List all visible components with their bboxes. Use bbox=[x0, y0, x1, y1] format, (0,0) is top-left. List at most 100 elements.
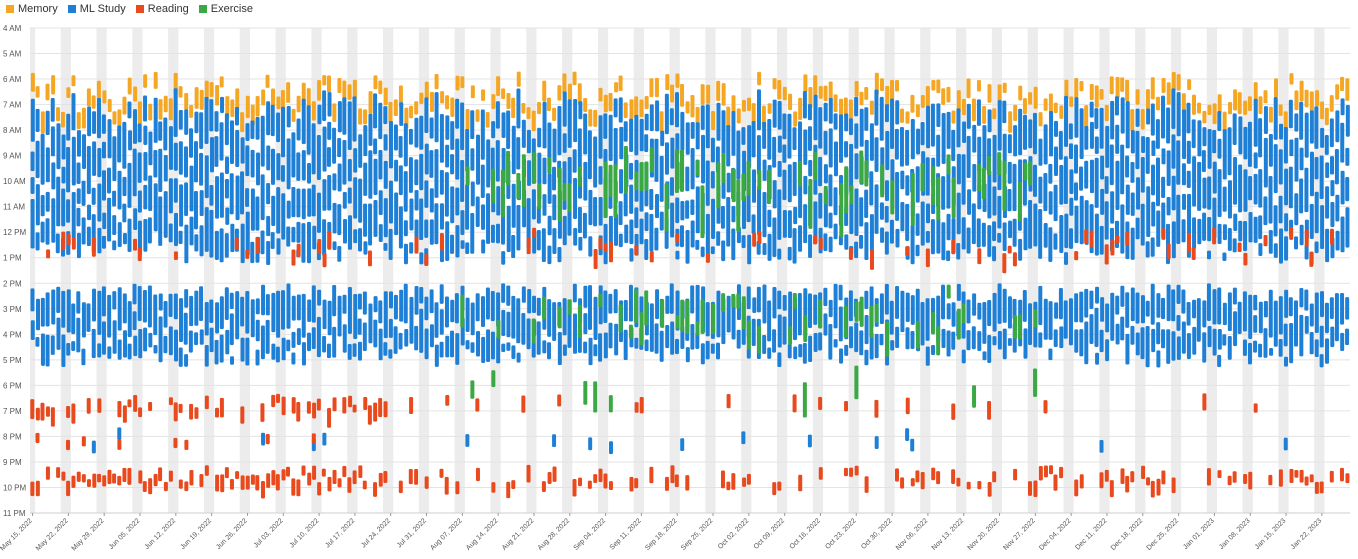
exercise-bar bbox=[516, 173, 521, 200]
legend-item-exercise[interactable]: Exercise bbox=[198, 3, 253, 15]
ml-study-bar bbox=[1053, 233, 1058, 250]
ml-study-bar bbox=[1125, 292, 1130, 328]
ml-study-bar bbox=[332, 202, 337, 234]
legend-label-reading: Reading bbox=[147, 3, 189, 15]
ml-study-bar bbox=[51, 162, 56, 190]
reading-bar bbox=[925, 248, 930, 268]
x-tick-label: Jun 12, 2022 bbox=[144, 517, 178, 551]
ml-study-bar bbox=[1007, 161, 1012, 184]
ml-study-bar bbox=[153, 183, 158, 232]
memory-bar bbox=[706, 84, 711, 104]
exercise-bar bbox=[537, 183, 542, 210]
ml-study-bar bbox=[189, 165, 194, 212]
ml-study-bar bbox=[158, 148, 163, 193]
ml-study-bar bbox=[76, 291, 81, 314]
exercise-bar bbox=[741, 296, 746, 330]
ml-study-bar bbox=[716, 290, 721, 338]
ml-study-bar bbox=[199, 225, 204, 257]
ml-study-bar bbox=[726, 172, 731, 193]
reading-bar bbox=[46, 249, 51, 259]
ml-study-bar bbox=[1325, 186, 1330, 219]
ml-study-bar bbox=[173, 293, 178, 320]
reading-bar bbox=[271, 394, 276, 408]
ml-study-bar bbox=[828, 212, 833, 229]
ml-study-bar bbox=[1064, 95, 1069, 147]
ml-study-bar bbox=[173, 88, 178, 138]
ml-study-bar bbox=[322, 299, 327, 330]
ml-study-bar bbox=[1289, 139, 1294, 157]
ml-study-bar bbox=[71, 303, 76, 335]
memory-bar bbox=[378, 80, 383, 95]
memory-bar bbox=[782, 86, 787, 101]
memory-bar bbox=[946, 86, 951, 103]
ml-study-bar bbox=[772, 217, 777, 258]
ml-study-bar bbox=[562, 91, 567, 127]
ml-study-bar bbox=[680, 438, 685, 452]
reading-bar bbox=[56, 467, 61, 478]
reading-bar bbox=[526, 237, 531, 255]
ml-study-bar bbox=[127, 218, 132, 252]
legend-item-ml-study[interactable]: ML Study bbox=[67, 3, 126, 15]
ml-study-bar bbox=[1048, 227, 1053, 262]
ml-study-bar bbox=[1217, 138, 1222, 159]
ml-study-bar bbox=[1043, 124, 1048, 165]
memory-bar bbox=[1028, 92, 1033, 105]
legend-item-memory[interactable]: Memory bbox=[6, 3, 58, 15]
ml-study-bar bbox=[936, 218, 941, 254]
ml-study-bar bbox=[741, 431, 746, 445]
ml-study-bar bbox=[173, 178, 178, 203]
ml-study-bar bbox=[1104, 201, 1109, 240]
ml-study-bar bbox=[117, 287, 122, 331]
ml-study-bar bbox=[1032, 112, 1037, 155]
ml-study-bar bbox=[1206, 283, 1211, 321]
ml-study-bar bbox=[465, 128, 470, 172]
exercise-bar bbox=[1023, 162, 1028, 181]
reading-bar bbox=[409, 396, 414, 414]
ml-study-bar bbox=[193, 191, 198, 230]
ml-study-bar bbox=[363, 203, 368, 237]
ml-study-bar bbox=[1227, 127, 1232, 176]
ml-study-bar bbox=[291, 295, 296, 321]
ml-study-bar bbox=[1217, 169, 1222, 218]
ml-study-bar bbox=[383, 198, 388, 238]
ml-study-bar bbox=[138, 329, 143, 359]
ml-study-bar bbox=[439, 203, 444, 230]
ml-study-bar bbox=[271, 343, 276, 360]
ml-study-bar bbox=[762, 334, 767, 355]
exercise-bar bbox=[736, 293, 741, 309]
ml-study-bar bbox=[409, 242, 414, 254]
ml-study-bar bbox=[132, 283, 137, 305]
ml-study-bar bbox=[1079, 195, 1084, 245]
ml-study-bar bbox=[342, 191, 347, 209]
ml-study-bar bbox=[578, 101, 583, 120]
ml-study-bar bbox=[414, 159, 419, 186]
reading-bar bbox=[1309, 251, 1314, 267]
ml-study-bar bbox=[644, 113, 649, 131]
reading-bar bbox=[97, 473, 102, 483]
ml-study-bar bbox=[66, 113, 71, 141]
memory-bar bbox=[731, 95, 736, 115]
ml-study-bar bbox=[316, 134, 321, 181]
ml-study-bar bbox=[434, 149, 439, 198]
ml-study-bar bbox=[424, 219, 429, 238]
ml-study-bar bbox=[210, 137, 215, 173]
ml-study-bar bbox=[593, 296, 598, 341]
ml-study-bar bbox=[793, 206, 798, 225]
reading-bar bbox=[322, 253, 327, 268]
ml-study-bar bbox=[526, 318, 531, 350]
memory-bar bbox=[414, 101, 419, 115]
memory-bar bbox=[1135, 89, 1140, 105]
ml-study-bar bbox=[444, 296, 449, 328]
memory-bar bbox=[86, 88, 91, 107]
ml-study-bar bbox=[1150, 283, 1155, 325]
legend-item-reading[interactable]: Reading bbox=[135, 3, 189, 15]
exercise-bar bbox=[746, 160, 751, 196]
ml-study-bar bbox=[664, 142, 669, 175]
ml-study-bar bbox=[833, 113, 838, 130]
reading-bar bbox=[367, 250, 372, 267]
ml-study-bar bbox=[782, 169, 787, 201]
memory-bar bbox=[122, 96, 127, 115]
memory-bar bbox=[102, 90, 107, 104]
ml-study-bar bbox=[823, 164, 828, 184]
ml-study-bar bbox=[1156, 210, 1161, 247]
